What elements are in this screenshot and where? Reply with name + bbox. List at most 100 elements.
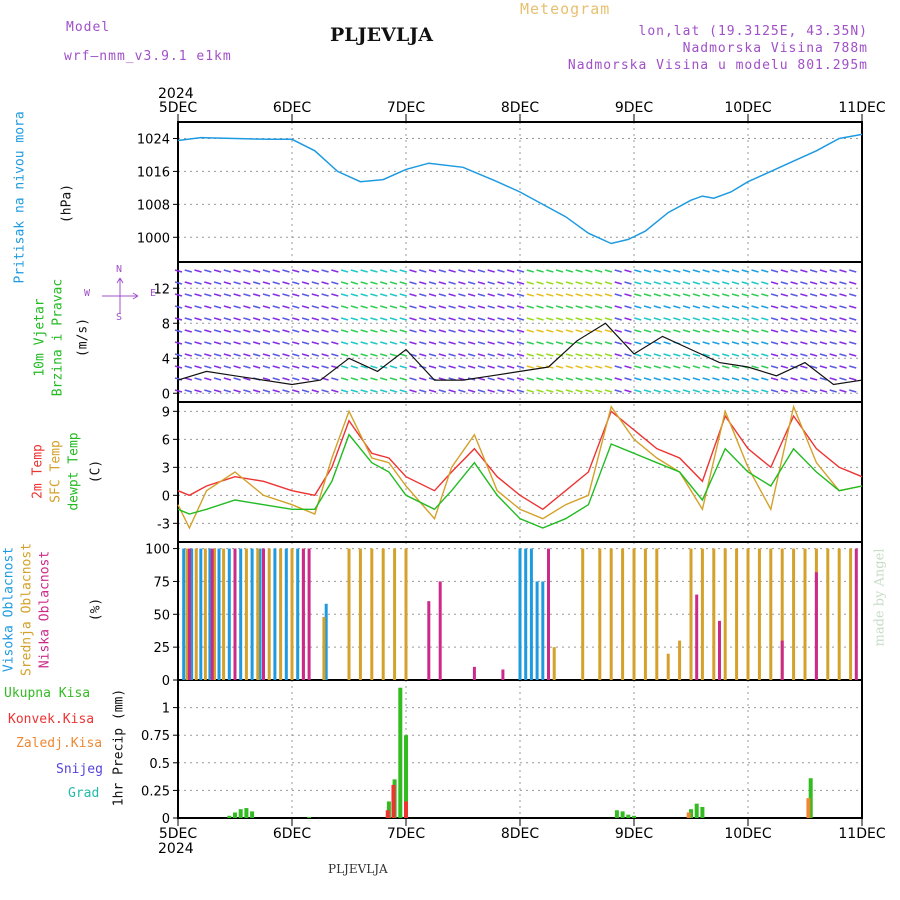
wind-barb <box>839 389 847 393</box>
wind-barb <box>331 353 339 357</box>
wind-barb <box>311 305 320 309</box>
wind-barb <box>692 341 701 345</box>
wind-barb <box>262 317 271 321</box>
wind-barb <box>780 365 789 369</box>
wind-barb <box>350 377 359 381</box>
wind-barb <box>379 317 388 321</box>
wind-barb <box>184 365 192 369</box>
wind-barb <box>272 377 280 381</box>
wind-barb <box>184 269 192 273</box>
wind-barb <box>399 269 407 273</box>
wind-barb <box>536 389 544 393</box>
wind-barb <box>849 341 857 345</box>
wind-barb <box>643 377 652 381</box>
cloud-bar <box>182 548 186 680</box>
pressure-tick-label: 1024 <box>137 132 170 147</box>
cloud-bar <box>250 548 254 680</box>
compass-east: E <box>150 288 157 299</box>
wind-barb <box>204 341 212 345</box>
wind-barb <box>448 329 456 333</box>
wind-barb <box>643 329 652 333</box>
wind-barb <box>389 341 398 345</box>
precip-bar <box>244 808 249 818</box>
wind-barb <box>526 377 534 381</box>
wind-barb <box>673 269 681 273</box>
series-layer <box>177 133 863 818</box>
wind-barb <box>624 305 632 309</box>
wind-barb <box>331 341 339 345</box>
wind-barb <box>282 281 290 285</box>
wind-barb <box>340 341 349 345</box>
wind-barb <box>516 305 525 309</box>
wind-barb <box>790 329 798 333</box>
wind-barb <box>233 293 241 297</box>
wind-barb <box>487 329 495 333</box>
wind-barb <box>663 329 671 333</box>
wind-barb <box>839 293 847 297</box>
wind-barb <box>438 353 447 357</box>
wind-barb <box>575 341 583 345</box>
wind-barb <box>487 293 495 297</box>
wind-barb <box>770 365 779 369</box>
wind-barb <box>780 353 789 357</box>
wind-barb <box>174 353 183 357</box>
cloud-bar <box>780 640 784 680</box>
wind-barb <box>712 305 720 309</box>
cloud-bar <box>792 548 796 680</box>
wind-barb <box>184 281 192 285</box>
precip-bar <box>632 815 636 818</box>
wind-barb <box>360 389 368 393</box>
wind-barb <box>751 269 759 273</box>
cloud-bar <box>524 548 528 680</box>
wind-barb-field <box>174 269 857 393</box>
wind-barb <box>761 317 769 321</box>
wind-barb <box>800 281 808 285</box>
cloud-bar <box>609 548 613 680</box>
wind-barb <box>516 293 525 297</box>
wind-barb <box>223 281 232 285</box>
wind-barb <box>360 353 368 357</box>
wind-barb <box>614 389 622 393</box>
wind-barb <box>643 353 652 357</box>
wind-barb <box>809 281 818 285</box>
cloud-bar <box>854 548 858 680</box>
wind-barb <box>526 281 534 285</box>
wind-barb <box>673 353 681 357</box>
wind-barb <box>194 377 202 381</box>
wind-barb <box>731 377 740 381</box>
wind-barb <box>419 353 427 357</box>
legend-ukupna: Ukupna Kisa <box>4 686 91 701</box>
wind-barb <box>487 341 495 345</box>
wind-barb <box>536 269 544 273</box>
wind-barb <box>663 293 671 297</box>
wind-barb <box>350 281 359 285</box>
wind-barb <box>614 329 622 333</box>
wind-barb <box>819 353 828 357</box>
wind-barb <box>526 353 534 357</box>
wind-barb <box>409 305 417 309</box>
wind-labels: 10m Vjetar Brzina i Pravac (m/s) N E S W <box>0 262 157 402</box>
wind-barb <box>849 353 857 357</box>
bottom-date-label: 11DEC <box>838 826 885 842</box>
cloud-bar <box>301 548 305 680</box>
wind-barb <box>546 329 554 333</box>
wind-barb <box>790 293 798 297</box>
wind-barb <box>213 281 222 285</box>
wind-barb <box>331 329 339 333</box>
wind-barb <box>594 269 603 273</box>
wind-barb <box>653 317 662 321</box>
wind-barb <box>350 317 359 321</box>
wind-barb <box>731 317 740 321</box>
wind-barb <box>321 293 329 297</box>
wind-barb <box>233 377 241 381</box>
wind-barb <box>243 281 251 285</box>
wind-barb <box>761 281 769 285</box>
wind-barb <box>370 329 378 333</box>
precip-bar <box>700 806 705 818</box>
wind-barb <box>223 365 232 369</box>
wind-barb <box>565 329 574 333</box>
wind-barb <box>448 365 456 369</box>
cloud-bar <box>501 669 505 680</box>
wind-barb <box>409 377 417 381</box>
wind-barb <box>243 317 251 321</box>
